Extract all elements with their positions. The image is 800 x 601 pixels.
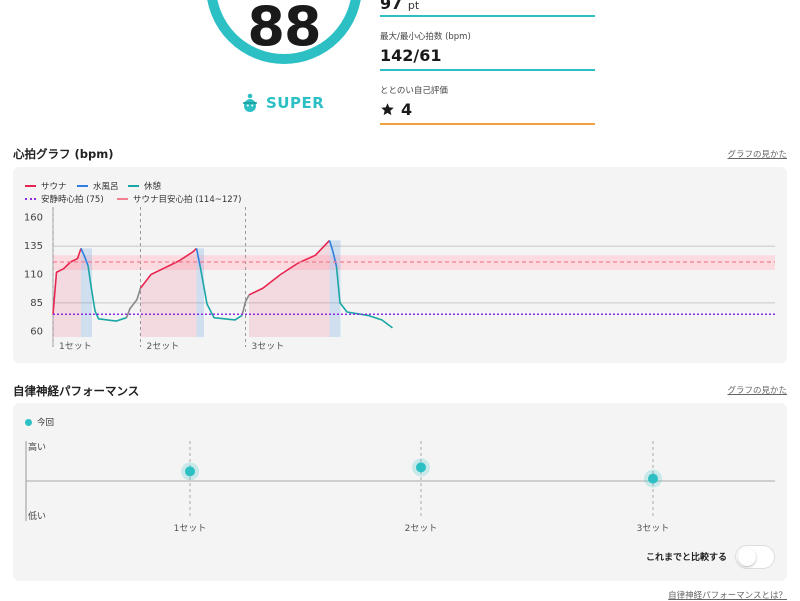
toggle-knob[interactable]: [738, 548, 756, 566]
stat-hr-label: 最大/最小心拍数 (bpm): [380, 32, 471, 42]
hr-chart: 160 135 110 85 60 1セット 2セット 3セット: [24, 207, 775, 352]
compare-label: これまでと比較する: [645, 553, 727, 563]
y-tick-label: 135: [24, 241, 43, 252]
series-line: [87, 265, 127, 322]
autonomic-about-link[interactable]: 自律神経パフォーマンスとは？: [668, 591, 787, 601]
data-point: [185, 466, 195, 477]
legend-label: 水風呂: [93, 182, 119, 192]
stat-rating-value: 4: [401, 100, 413, 119]
legend-sauna: サウナ: [25, 180, 67, 192]
stat-divider: [380, 15, 595, 17]
star-icon: [381, 103, 394, 116]
legend-swatch: [117, 198, 128, 200]
legend-current: 今回: [25, 416, 54, 428]
rank-label: SUPER: [266, 94, 325, 112]
legend-swatch: [77, 185, 88, 187]
stat-score-points: 97 pt: [380, 0, 595, 13]
hr-help-link[interactable]: グラフの見かた: [727, 150, 787, 160]
stat-points-value: 97: [380, 0, 403, 13]
series-line: [139, 247, 198, 289]
stat-hr-value: 142/61: [380, 46, 442, 65]
stat-points-unit: pt: [407, 0, 420, 12]
category-label: 3セット: [637, 523, 670, 534]
legend-swatch: [128, 185, 139, 187]
series-line: [241, 294, 250, 316]
stat-rating-label: ととのい自己評価: [380, 86, 448, 96]
y-label-low: 低い: [28, 510, 46, 522]
y-tick-label: 160: [24, 213, 43, 224]
water-area: [81, 248, 92, 337]
y-tick-label: 60: [30, 326, 43, 337]
legend-swatch: [25, 185, 36, 187]
set-label: 1セット: [59, 341, 92, 352]
legend-label: 安静時心拍 (75): [41, 195, 104, 205]
series-line: [248, 239, 331, 296]
water-area: [329, 240, 341, 337]
autonomic-help-link[interactable]: グラフの見かた: [727, 386, 787, 396]
legend-resting-hr: 安静時心拍 (75): [25, 193, 104, 205]
stat-divider-rating: [380, 123, 595, 125]
mascot-icon: [243, 93, 257, 112]
legend-label: サウナ目安心拍 (114~127): [133, 195, 242, 205]
hr-chart-panel: サウナ 水風呂 休憩 安静時心拍 (75) サウナ目安心拍 (114~127) …: [13, 167, 787, 363]
legend-label: 休憩: [144, 182, 162, 192]
series-line: [335, 266, 393, 329]
data-point: [648, 473, 658, 484]
legend-rest: 休憩: [128, 180, 161, 192]
score-value: 88: [247, 0, 321, 58]
stat-self-rating: ととのい自己評価 4: [380, 84, 595, 119]
water-area: [196, 248, 204, 337]
autonomic-panel: 今回 高い低い 1セット 2セット 3セット これまでと比較する: [13, 403, 787, 581]
set-label: 2セット: [147, 341, 180, 352]
legend-label: サウナ: [41, 182, 67, 192]
stat-hr-maxmin: 最大/最小心拍数 (bpm) 142/61: [380, 30, 595, 65]
series-line: [52, 248, 82, 315]
legend-target-hr: サウナ目安心拍 (114~127): [117, 193, 241, 205]
y-tick-label: 85: [30, 298, 43, 309]
y-label-high: 高い: [28, 441, 46, 453]
hr-section-title: 心拍グラフ (bpm): [13, 147, 114, 161]
data-point: [416, 462, 426, 473]
y-tick-label: 110: [24, 270, 43, 281]
autonomic-section-title: 自律神経パフォーマンス: [13, 384, 140, 398]
sauna-area: [249, 240, 330, 337]
series-line: [199, 265, 243, 321]
legend-label: 今回: [37, 418, 55, 428]
stat-divider: [380, 69, 595, 71]
category-label: 1セット: [174, 523, 207, 534]
legend-swatch: [25, 198, 36, 200]
legend-dot: [25, 418, 32, 426]
legend-water: 水風呂: [77, 180, 119, 192]
set-label: 3セット: [252, 341, 285, 352]
series-line: [125, 287, 142, 318]
score-ring: 88: [206, 0, 362, 64]
series-line: [80, 248, 89, 266]
compare-toggle[interactable]: [735, 545, 775, 569]
rank-badge: SUPER: [240, 92, 324, 114]
category-label: 2セット: [405, 523, 438, 534]
series-line: [195, 248, 201, 266]
